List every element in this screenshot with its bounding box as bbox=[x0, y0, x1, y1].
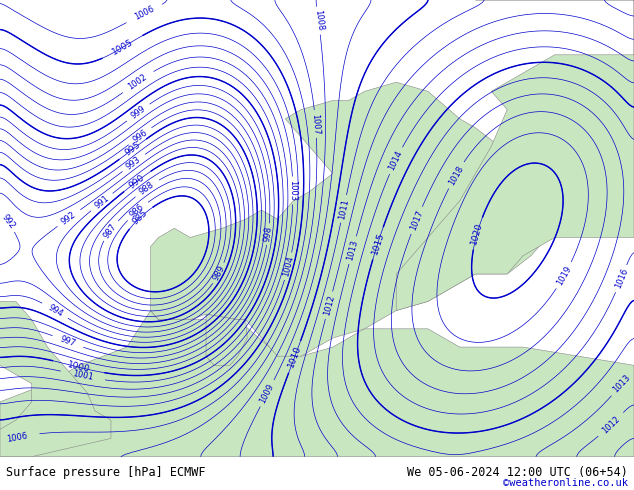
Text: 990: 990 bbox=[127, 172, 146, 190]
Text: 1006: 1006 bbox=[6, 431, 28, 444]
Text: 1002: 1002 bbox=[127, 72, 149, 92]
Text: 993: 993 bbox=[125, 154, 143, 171]
Text: We 05-06-2024 12:00 UTC (06+54): We 05-06-2024 12:00 UTC (06+54) bbox=[407, 466, 628, 479]
Text: 1001: 1001 bbox=[72, 369, 94, 382]
Polygon shape bbox=[0, 301, 111, 457]
Text: 1016: 1016 bbox=[613, 267, 630, 290]
Text: 1018: 1018 bbox=[447, 164, 465, 187]
Text: 989: 989 bbox=[211, 264, 227, 282]
Polygon shape bbox=[206, 314, 247, 366]
Text: 997: 997 bbox=[59, 335, 77, 348]
Text: 1003: 1003 bbox=[288, 180, 297, 201]
Text: ©weatheronline.co.uk: ©weatheronline.co.uk bbox=[503, 478, 628, 489]
Text: 1005: 1005 bbox=[111, 37, 135, 57]
Text: 1004: 1004 bbox=[281, 255, 295, 277]
Text: 1011: 1011 bbox=[337, 197, 350, 220]
Text: 985: 985 bbox=[131, 209, 150, 227]
Text: 992: 992 bbox=[0, 213, 17, 231]
Text: 1017: 1017 bbox=[408, 209, 425, 232]
Text: 995: 995 bbox=[123, 140, 143, 158]
Text: 1009: 1009 bbox=[259, 382, 276, 405]
Text: 1006: 1006 bbox=[133, 4, 155, 22]
Polygon shape bbox=[396, 0, 634, 311]
Polygon shape bbox=[150, 82, 547, 356]
Text: 1020: 1020 bbox=[470, 221, 484, 246]
Text: 996: 996 bbox=[131, 128, 149, 145]
Text: 1014: 1014 bbox=[387, 149, 404, 172]
Text: 1012: 1012 bbox=[322, 294, 336, 317]
Text: 992: 992 bbox=[60, 210, 78, 226]
Text: 994: 994 bbox=[46, 303, 64, 318]
Text: 986: 986 bbox=[128, 202, 146, 220]
Text: 998: 998 bbox=[263, 226, 274, 243]
Text: 999: 999 bbox=[129, 104, 147, 121]
Text: 1012: 1012 bbox=[600, 414, 622, 435]
Text: 1008: 1008 bbox=[313, 10, 325, 32]
Text: 1019: 1019 bbox=[555, 264, 573, 287]
Polygon shape bbox=[0, 311, 634, 457]
Text: 988: 988 bbox=[138, 180, 156, 196]
Text: 1015: 1015 bbox=[370, 231, 385, 256]
Text: 1010: 1010 bbox=[287, 344, 303, 369]
Text: 1013: 1013 bbox=[346, 239, 359, 262]
Text: 1000: 1000 bbox=[66, 360, 91, 374]
Text: 1007: 1007 bbox=[310, 113, 321, 135]
Text: 987: 987 bbox=[102, 221, 119, 240]
Text: Surface pressure [hPa] ECMWF: Surface pressure [hPa] ECMWF bbox=[6, 466, 206, 479]
Text: 991: 991 bbox=[93, 194, 111, 211]
Text: 1013: 1013 bbox=[611, 372, 633, 394]
